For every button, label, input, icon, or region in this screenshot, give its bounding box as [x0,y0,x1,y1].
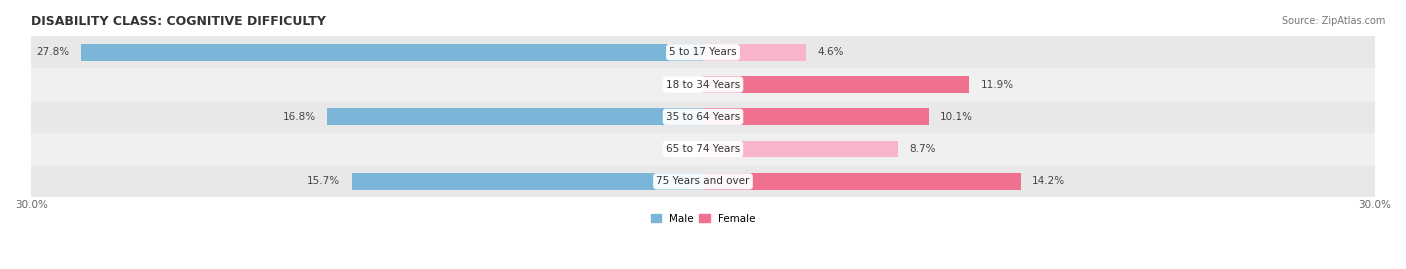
Bar [31,101,1375,133]
Text: 18 to 34 Years: 18 to 34 Years [666,80,740,90]
Text: 14.2%: 14.2% [1032,176,1066,186]
Bar [31,36,1375,68]
Text: 5 to 17 Years: 5 to 17 Years [669,47,737,57]
Bar [328,108,703,125]
Text: 0.0%: 0.0% [665,80,692,90]
Text: 10.1%: 10.1% [941,112,973,122]
Text: 8.7%: 8.7% [908,144,935,154]
Text: 16.8%: 16.8% [283,112,316,122]
Bar [703,141,898,157]
Text: 27.8%: 27.8% [37,47,69,57]
Text: 4.6%: 4.6% [817,47,844,57]
Text: 65 to 74 Years: 65 to 74 Years [666,144,740,154]
Bar [703,44,806,61]
Text: 11.9%: 11.9% [980,80,1014,90]
Text: 0.0%: 0.0% [665,144,692,154]
Bar [80,44,703,61]
Bar [31,165,1375,197]
Legend: Male, Female: Male, Female [647,210,759,228]
Bar [703,108,929,125]
Text: DISABILITY CLASS: COGNITIVE DIFFICULTY: DISABILITY CLASS: COGNITIVE DIFFICULTY [31,15,326,28]
Bar [703,76,969,93]
Bar [31,133,1375,165]
Text: 15.7%: 15.7% [308,176,340,186]
Bar [352,173,703,190]
Text: 35 to 64 Years: 35 to 64 Years [666,112,740,122]
Text: Source: ZipAtlas.com: Source: ZipAtlas.com [1281,16,1385,26]
Bar [703,173,1021,190]
Text: 75 Years and over: 75 Years and over [657,176,749,186]
Bar [31,68,1375,101]
